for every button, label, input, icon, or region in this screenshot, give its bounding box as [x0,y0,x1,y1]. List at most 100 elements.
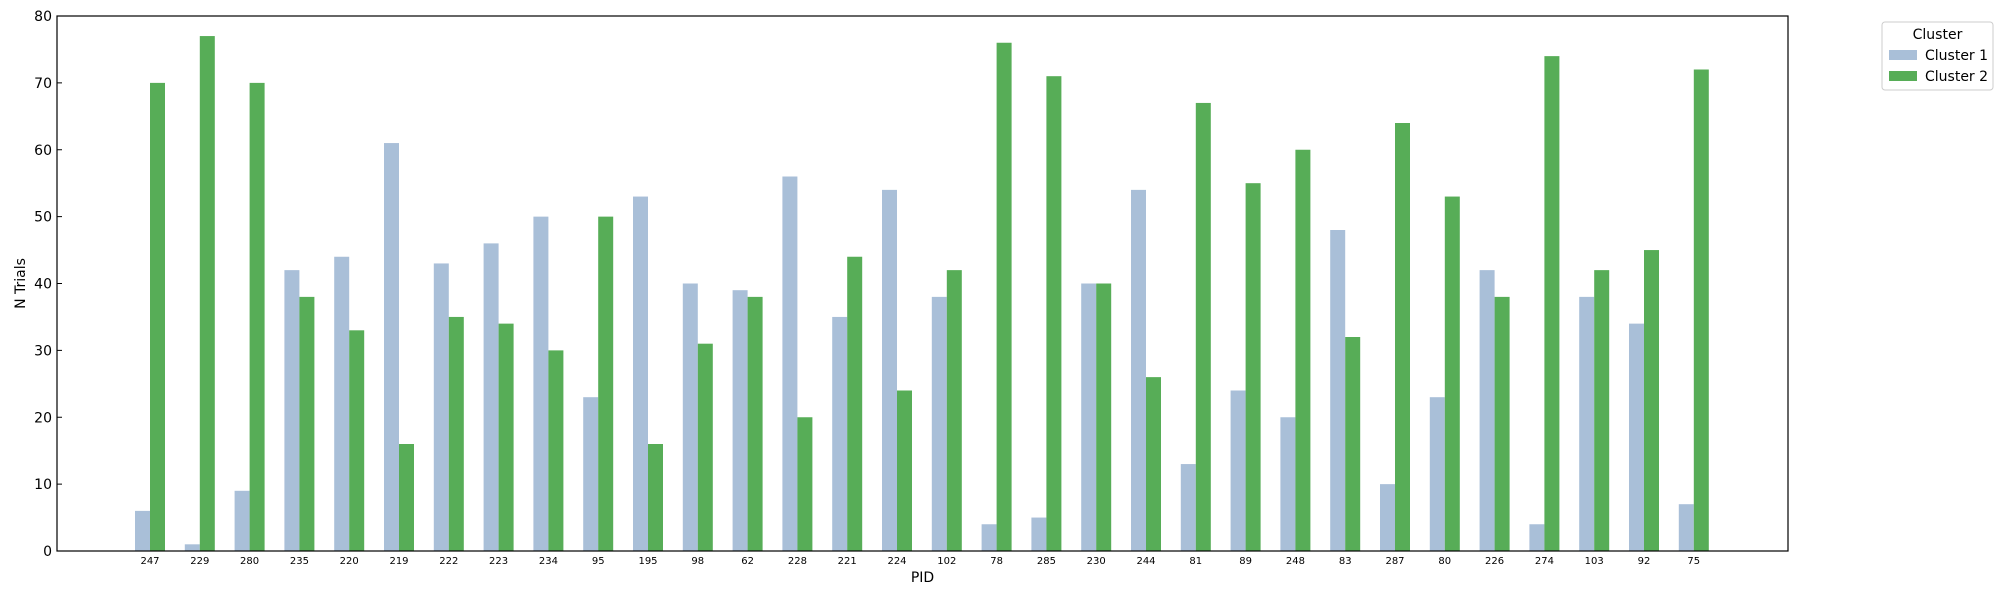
bar-cluster-2-pid-234 [548,350,564,552]
bar-cluster-1-pid-228 [782,176,798,551]
bar-cluster-2-pid-89 [1245,183,1261,551]
bar-cluster-2-pid-102 [946,270,962,552]
x-axis-ticks: 247 229 280 235 220 219 222 223 234 95 195 98 62 228 2… [140,556,1700,567]
bar-cluster-1-pid-98 [682,283,698,551]
x-tick-label: 98 [691,556,704,567]
bar-cluster-2-pid-222 [448,316,464,551]
x-tick-label: 274 [1535,556,1554,567]
x-tick-label: 103 [1585,556,1604,567]
bar-cluster-2-pid-195 [648,444,663,551]
y-tick-label: 30 [34,343,52,359]
bar-cluster-2-pid-62 [747,296,763,552]
x-tick-label: 223 [489,556,508,567]
bar-cluster-1-pid-280 [234,490,250,551]
x-tick-label: 83 [1339,556,1352,567]
x-tick-label: 229 [190,556,209,567]
bar-cluster-1-pid-75 [1678,504,1694,551]
legend-swatch [1889,71,1917,81]
x-tick-label: 75 [1687,556,1700,567]
bar-cluster-1-pid-83 [1330,230,1346,551]
bar-cluster-2-pid-103 [1594,270,1610,552]
bar-cluster-1-pid-224 [882,189,897,552]
y-tick-label: 80 [34,9,52,25]
y-axis-ticks: 0 10 20 30 40 50 60 70 80 [34,9,62,560]
bar-cluster-2-pid-224 [897,390,912,551]
x-tick-label: 247 [140,556,159,567]
bar-cluster-1-pid-222 [433,263,449,551]
x-tick-label: 92 [1638,556,1651,567]
legend-label: Cluster 1 [1925,48,1988,64]
bars-group [135,36,1709,552]
legend-items: Cluster 1 Cluster 2 [1889,48,1988,85]
x-tick-label: 222 [439,556,458,567]
bar-cluster-2-pid-287 [1395,123,1410,551]
bar-cluster-1-pid-103 [1579,296,1595,552]
bar-cluster-2-pid-219 [399,444,414,551]
bar-cluster-1-pid-102 [931,296,947,552]
bar-cluster-2-pid-223 [498,323,514,552]
x-tick-label: 226 [1485,556,1504,567]
bar-cluster-1-pid-92 [1629,323,1644,552]
bar-cluster-1-pid-89 [1230,390,1246,551]
bar-cluster-1-pid-226 [1479,270,1495,552]
x-tick-label: 62 [741,556,754,567]
bar-cluster-1-pid-195 [633,196,648,551]
x-tick-label: 234 [539,556,558,567]
bar-cluster-1-pid-274 [1529,524,1545,551]
bar-cluster-1-pid-219 [384,143,399,551]
x-tick-label: 102 [937,556,956,567]
bar-cluster-2-pid-221 [847,256,863,551]
bar-cluster-1-pid-244 [1131,189,1146,552]
bar-cluster-1-pid-248 [1280,417,1296,551]
bar-cluster-1-pid-235 [284,270,300,552]
bar-cluster-2-pid-95 [598,216,614,552]
x-tick-label: 81 [1189,556,1202,567]
bar-cluster-1-pid-220 [334,256,350,551]
legend: Cluster Cluster 1 Cluster 2 [1881,21,1994,91]
y-tick-label: 60 [34,143,52,159]
x-tick-label: 228 [788,556,807,567]
bar-cluster-2-pid-226 [1494,296,1510,552]
bar-cluster-1-pid-78 [981,524,997,551]
bar-cluster-2-pid-274 [1544,56,1560,552]
bar-cluster-1-pid-247 [135,510,150,552]
legend-title: Cluster [1913,27,1963,43]
bar-cluster-2-pid-244 [1146,377,1161,552]
y-tick-label: 70 [34,76,52,92]
bar-cluster-2-pid-230 [1096,283,1112,551]
x-tick-label: 220 [340,556,359,567]
bar-cluster-2-pid-80 [1444,196,1460,551]
bar-cluster-2-pid-228 [797,417,813,551]
x-tick-label: 95 [592,556,605,567]
x-tick-label: 285 [1037,556,1056,567]
bar-cluster-2-pid-220 [349,330,365,551]
x-tick-label: 230 [1087,556,1106,567]
bar-cluster-2-pid-247 [150,82,165,552]
y-tick-label: 10 [34,477,52,493]
bar-cluster-1-pid-285 [1031,517,1047,551]
bar-cluster-2-pid-98 [697,343,713,551]
x-tick-label: 248 [1286,556,1305,567]
bar-cluster-2-pid-280 [249,82,265,552]
bar-cluster-2-pid-235 [299,296,315,552]
bar-cluster-2-pid-75 [1693,69,1709,551]
y-tick-label: 50 [34,210,52,226]
bar-cluster-1-pid-230 [1081,283,1097,551]
x-tick-label: 280 [240,556,259,567]
y-tick-label: 20 [34,410,52,426]
bar-cluster-1-pid-221 [832,316,848,551]
bar-cluster-1-pid-62 [732,290,748,551]
x-tick-label: 89 [1239,556,1252,567]
x-tick-label: 195 [638,556,657,567]
bar-cluster-2-pid-92 [1644,250,1659,551]
plot-frame [56,15,1789,552]
x-tick-label: 221 [838,556,857,567]
x-tick-label: 244 [1136,556,1155,567]
x-tick-label: 219 [389,556,408,567]
bar-cluster-2-pid-285 [1046,76,1062,551]
y-tick-label: 40 [34,277,52,293]
bar-cluster-2-pid-81 [1195,102,1211,551]
bar-cluster-1-pid-95 [583,397,599,551]
